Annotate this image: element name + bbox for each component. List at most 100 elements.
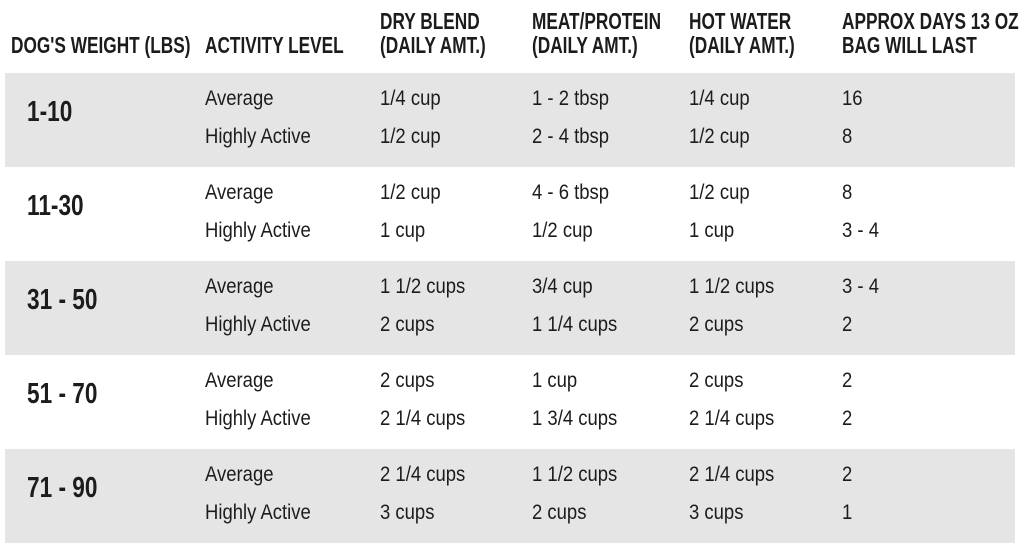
meat-protein-highly-active-value: 2 cups <box>532 501 587 524</box>
dry-blend-cell: 1/4 cup 1/2 cup <box>380 80 449 156</box>
meat-protein-highly-active-value: 1 3/4 cups <box>532 407 618 430</box>
weight-range: 51 - 70 <box>27 378 98 410</box>
dry-blend-highly-active-value: 3 cups <box>380 501 435 524</box>
hot-water-cell: 2 cups 2 1/4 cups <box>689 362 786 438</box>
weight-range: 71 - 90 <box>27 472 98 504</box>
meat-protein-cell: 1 1/2 cups 2 cups <box>532 456 629 532</box>
hot-water-average-value: 1/2 cup <box>689 181 750 204</box>
dry-blend-highly-active-value: 2 cups <box>380 313 435 336</box>
dry-blend-cell: 1/2 cup 1 cup <box>380 174 449 250</box>
days-bag-lasts-cell: 3 - 4 2 <box>842 268 884 344</box>
dry-blend-average-value: 1/4 cup <box>380 87 441 110</box>
column-header-label: ACTIVITY LEVEL <box>205 32 344 58</box>
activity-highly-active-label: Highly Active <box>205 407 311 430</box>
activity-highly-active-label: Highly Active <box>205 125 311 148</box>
hot-water-highly-active-value: 1 cup <box>689 219 735 242</box>
column-header-label: HOT WATER <box>689 8 792 34</box>
table-row: 1-10 Average Highly Active 1/4 cup 1/2 c… <box>0 73 1024 167</box>
days-highly-active-value: 1 <box>842 501 853 524</box>
column-header-label: DOG'S WEIGHT (LBS) <box>11 32 191 58</box>
table-row: 31 - 50 Average Highly Active 1 1/2 cups… <box>0 261 1024 355</box>
hot-water-average-value: 1 1/2 cups <box>689 275 775 298</box>
dry-blend-highly-active-value: 1 cup <box>380 219 426 242</box>
column-header-label: MEAT/PROTEIN <box>532 8 662 34</box>
dry-blend-average-value: 2 cups <box>380 369 435 392</box>
hot-water-highly-active-value: 1/2 cup <box>689 125 750 148</box>
activity-cell: Average Highly Active <box>205 362 325 438</box>
meat-protein-highly-active-value: 1 1/4 cups <box>532 313 618 336</box>
meat-protein-average-value: 4 - 6 tbsp <box>532 181 610 204</box>
table-row: 11-30 Average Highly Active 1/2 cup 1 cu… <box>0 167 1024 261</box>
table-header-row: DOG'S WEIGHT (LBS) ACTIVITY LEVEL DRY BL… <box>0 0 1024 73</box>
weight-range: 11-30 <box>27 190 84 222</box>
activity-highly-active-label: Highly Active <box>205 219 311 242</box>
days-average-value: 8 <box>842 181 853 204</box>
activity-highly-active-label: Highly Active <box>205 501 311 524</box>
days-average-value: 2 <box>842 463 853 486</box>
hot-water-cell: 1/2 cup 1 cup <box>689 174 758 250</box>
days-highly-active-value: 2 <box>842 407 853 430</box>
days-average-value: 2 <box>842 369 853 392</box>
activity-average-label: Average <box>205 181 274 204</box>
meat-protein-cell: 1 cup 1 3/4 cups <box>532 362 629 438</box>
column-header-sublabel: (DAILY AMT.) <box>689 32 795 58</box>
activity-average-label: Average <box>205 275 274 298</box>
days-average-value: 3 - 4 <box>842 275 879 298</box>
days-bag-lasts-cell: 2 2 <box>842 362 854 438</box>
days-bag-lasts-cell: 16 8 <box>842 80 865 156</box>
column-header-sublabel: (DAILY AMT.) <box>532 32 638 58</box>
dry-blend-cell: 1 1/2 cups 2 cups <box>380 268 477 344</box>
weight-range: 31 - 50 <box>27 284 98 316</box>
column-header-label: DRY BLEND <box>380 8 480 34</box>
days-highly-active-value: 2 <box>842 313 853 336</box>
column-header-hot-water: HOT WATER (DAILY AMT.) <box>689 9 830 57</box>
column-header-weight: DOG'S WEIGHT (LBS) <box>11 33 250 57</box>
meat-protein-highly-active-value: 2 - 4 tbsp <box>532 125 610 148</box>
column-header-sublabel: (DAILY AMT.) <box>380 32 486 58</box>
activity-highly-active-label: Highly Active <box>205 313 311 336</box>
activity-average-label: Average <box>205 463 274 486</box>
meat-protein-average-value: 1 1/2 cups <box>532 463 618 486</box>
dry-blend-average-value: 1 1/2 cups <box>380 275 466 298</box>
dry-blend-cell: 2 1/4 cups 3 cups <box>380 456 477 532</box>
column-header-sublabel: BAG WILL LAST <box>842 32 977 58</box>
dry-blend-average-value: 2 1/4 cups <box>380 463 466 486</box>
weight-range: 1-10 <box>27 96 73 128</box>
meat-protein-cell: 4 - 6 tbsp 1/2 cup <box>532 174 620 250</box>
hot-water-average-value: 2 1/4 cups <box>689 463 775 486</box>
column-header-dry-blend: DRY BLEND (DAILY AMT.) <box>380 9 521 57</box>
column-header-label: APPROX DAYS 13 OZ <box>842 8 1019 34</box>
days-highly-active-value: 8 <box>842 125 853 148</box>
column-header-days-bag-lasts: APPROX DAYS 13 OZ BAG WILL LAST <box>842 9 1024 57</box>
meat-protein-average-value: 1 - 2 tbsp <box>532 87 610 110</box>
hot-water-highly-active-value: 2 1/4 cups <box>689 407 775 430</box>
activity-average-label: Average <box>205 369 274 392</box>
dry-blend-highly-active-value: 1/2 cup <box>380 125 441 148</box>
hot-water-average-value: 2 cups <box>689 369 744 392</box>
meat-protein-cell: 1 - 2 tbsp 2 - 4 tbsp <box>532 80 620 156</box>
days-highly-active-value: 3 - 4 <box>842 219 879 242</box>
dry-blend-average-value: 1/2 cup <box>380 181 441 204</box>
meat-protein-average-value: 1 cup <box>532 369 578 392</box>
meat-protein-cell: 3/4 cup 1 1/4 cups <box>532 268 629 344</box>
meat-protein-average-value: 3/4 cup <box>532 275 593 298</box>
hot-water-cell: 1/4 cup 1/2 cup <box>689 80 758 156</box>
column-header-activity: ACTIVITY LEVEL <box>205 33 390 57</box>
hot-water-highly-active-value: 3 cups <box>689 501 744 524</box>
activity-average-label: Average <box>205 87 274 110</box>
days-average-value: 16 <box>842 87 863 110</box>
dry-blend-highly-active-value: 2 1/4 cups <box>380 407 466 430</box>
days-bag-lasts-cell: 2 1 <box>842 456 854 532</box>
dry-blend-cell: 2 cups 2 1/4 cups <box>380 362 477 438</box>
hot-water-average-value: 1/4 cup <box>689 87 750 110</box>
activity-cell: Average Highly Active <box>205 268 325 344</box>
meat-protein-highly-active-value: 1/2 cup <box>532 219 593 242</box>
hot-water-cell: 1 1/2 cups 2 cups <box>689 268 786 344</box>
activity-cell: Average Highly Active <box>205 456 325 532</box>
table-row: 51 - 70 Average Highly Active 2 cups 2 1… <box>0 355 1024 449</box>
activity-cell: Average Highly Active <box>205 80 325 156</box>
column-header-meat-protein: MEAT/PROTEIN (DAILY AMT.) <box>532 9 704 57</box>
days-bag-lasts-cell: 8 3 - 4 <box>842 174 884 250</box>
hot-water-cell: 2 1/4 cups 3 cups <box>689 456 786 532</box>
